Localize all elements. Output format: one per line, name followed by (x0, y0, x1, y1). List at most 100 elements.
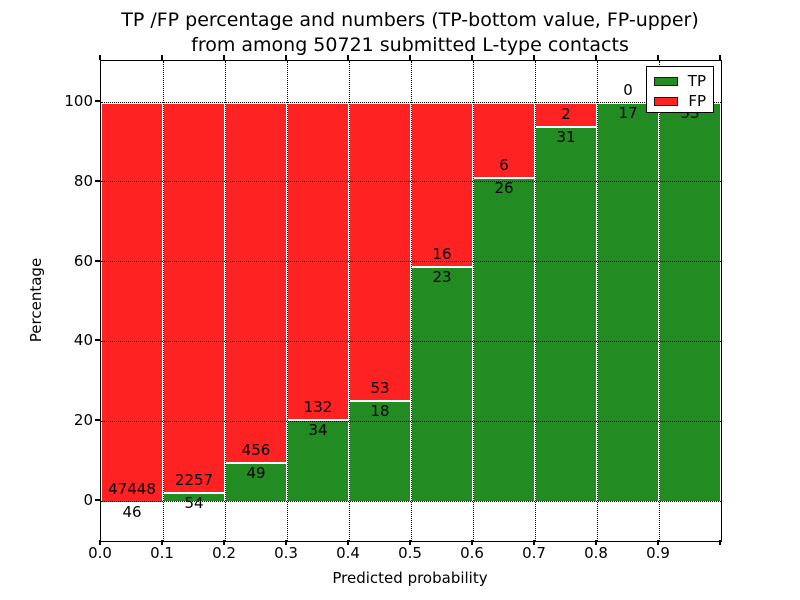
chart-title: TP /FP percentage and numbers (TP-bottom… (110, 8, 710, 58)
y-tick-label: 100 (64, 92, 93, 110)
y-gridline (101, 500, 721, 502)
x-tick-top (533, 55, 535, 60)
x-tick-label: 0.4 (336, 544, 360, 562)
legend: TP FP (646, 66, 714, 113)
y-tick (95, 259, 100, 262)
x-tick-top (223, 55, 225, 60)
x-tick-top (657, 55, 659, 60)
x-tick (409, 540, 411, 545)
y-gridline (101, 261, 721, 263)
bar-tp-segment (287, 419, 349, 501)
x-tick-top (409, 55, 411, 60)
tp-count-label: 18 (370, 401, 390, 420)
tp-count-label: 34 (308, 421, 328, 440)
x-tick-label: 0.3 (274, 544, 298, 562)
legend-row: FP (654, 93, 706, 110)
fp-count-label: 2257 (174, 470, 214, 489)
x-gridline (596, 61, 598, 541)
x-tick-label: 0.8 (584, 544, 608, 562)
y-tick (95, 100, 100, 102)
chart-title-line2: from among 50721 submitted L-type contac… (191, 34, 629, 56)
y-tick-label: 60 (73, 251, 93, 270)
fp-count-label: 132 (303, 398, 333, 417)
x-tick-label: 0.7 (522, 544, 546, 562)
bar-tp-segment (225, 462, 287, 501)
tp-count-label: 31 (556, 128, 576, 147)
legend-row: TP (654, 73, 706, 90)
x-tick-label: 0.1 (150, 544, 174, 562)
fp-count-label: 53 (370, 378, 390, 397)
fp-count-label: 2 (561, 105, 571, 124)
tp-count-label: 26 (494, 178, 514, 197)
x-gridline (286, 61, 288, 541)
plot-area: 47448 46 2257 54 456 49 132 34 53 18 16 23 6 26 2 31 0 17… (100, 60, 722, 542)
y-tick-label: 20 (73, 411, 93, 430)
y-axis-label: Percentage (27, 257, 45, 343)
x-tick-top (471, 55, 473, 60)
tp-count-label: 49 (246, 464, 266, 483)
tp-count-label: 54 (184, 493, 204, 512)
x-gridline (162, 61, 164, 541)
tp-count-label: 17 (618, 104, 638, 122)
x-tick-label: 0.0 (88, 544, 112, 562)
legend-label: TP (687, 72, 706, 90)
y-tick-label: 40 (73, 331, 93, 350)
bar-fp-segment (535, 102, 597, 127)
x-tick (285, 540, 287, 545)
bar-tp-segment (535, 126, 597, 501)
y-tick (95, 339, 100, 342)
x-gridline (410, 61, 412, 541)
x-tick (99, 540, 101, 545)
x-tick-top (285, 55, 287, 60)
x-gridline (472, 61, 474, 541)
x-tick (347, 540, 349, 545)
y-tick-label: 80 (73, 171, 93, 190)
legend-label: FP (688, 92, 706, 110)
x-tick (223, 540, 225, 545)
x-tick-top (595, 55, 597, 60)
fp-count-label: 47448 (108, 479, 156, 498)
x-tick (161, 540, 163, 545)
x-tick (719, 540, 721, 545)
x-tick-top (719, 55, 721, 60)
chart-title-line1: TP /FP percentage and numbers (TP-bottom… (121, 9, 699, 31)
x-tick (471, 540, 473, 545)
fp-count-label: 456 (241, 441, 271, 460)
bar-tp-segment (411, 265, 473, 501)
bar-fp-segment (349, 102, 411, 400)
bar-fp-segment (225, 102, 287, 463)
x-gridline (348, 61, 350, 541)
y-tick (95, 419, 100, 422)
y-gridline (101, 181, 721, 183)
x-tick-top (347, 55, 349, 60)
y-gridline (101, 420, 721, 422)
x-tick (657, 540, 659, 545)
bar-tp-segment (473, 176, 535, 501)
tp-swatch-icon (654, 77, 678, 86)
y-tick-label: 0 (83, 491, 93, 509)
y-tick (95, 179, 100, 182)
bar-tp-segment (659, 102, 721, 501)
y-gridline (101, 101, 721, 103)
tp-count-label: 23 (432, 267, 452, 286)
fp-count-label: 0 (623, 81, 633, 99)
y-gridline (101, 340, 721, 342)
y-tick (95, 499, 100, 501)
fp-count-label: 16 (432, 244, 452, 263)
x-tick-top (99, 55, 101, 60)
x-tick (533, 540, 535, 545)
x-tick-top (161, 55, 163, 60)
bar-fp-segment (163, 102, 225, 492)
x-tick-label: 0.9 (646, 544, 670, 562)
bar-fp-segment (411, 102, 473, 266)
bar-fp-segment (287, 102, 349, 420)
bar-tp-segment (349, 399, 411, 501)
tp-count-label: 46 (122, 502, 142, 521)
x-gridline (534, 61, 536, 541)
x-tick-label: 0.5 (398, 544, 422, 562)
x-gridline (658, 61, 660, 541)
x-axis-label: Predicted probability (332, 569, 488, 587)
x-tick-label: 0.2 (212, 544, 236, 562)
bar-fp-segment (101, 102, 163, 501)
